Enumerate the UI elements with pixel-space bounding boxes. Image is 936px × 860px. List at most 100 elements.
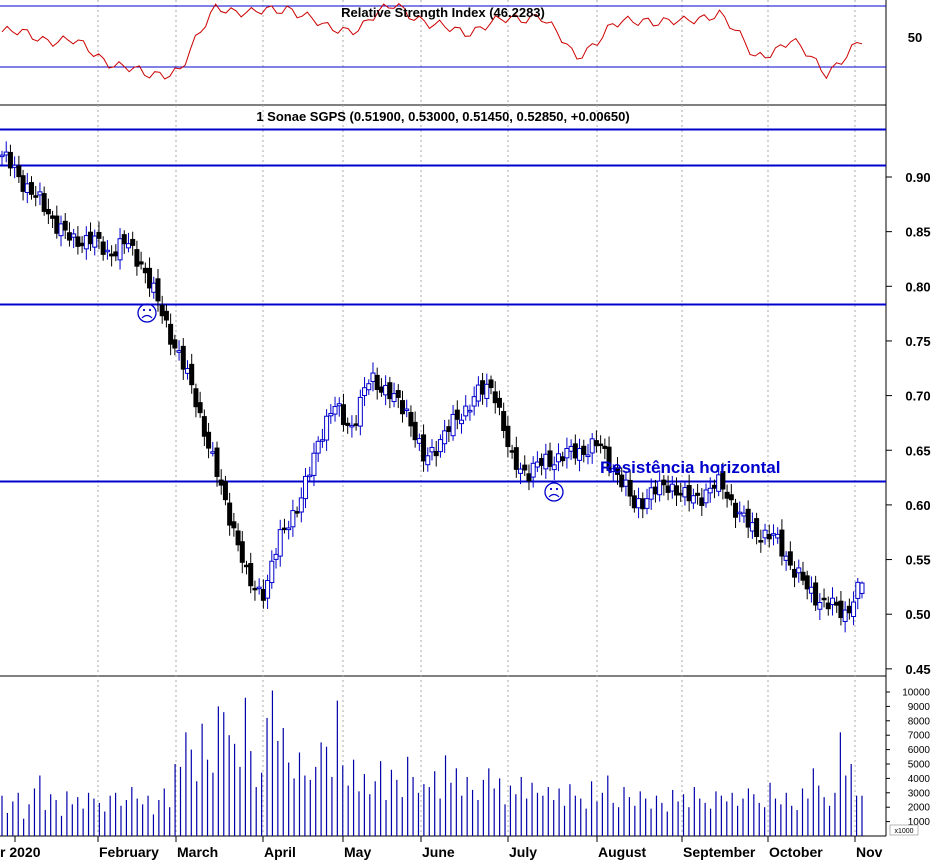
- candle-body: [480, 380, 486, 395]
- frown-marker-1: [137, 303, 157, 323]
- candle-body: [416, 438, 422, 444]
- candle-body: [593, 440, 599, 447]
- candle-body: [678, 492, 684, 496]
- candle-body: [640, 498, 646, 510]
- candle-body: [231, 521, 237, 529]
- candle-body: [408, 411, 414, 427]
- candle-body: [581, 445, 587, 455]
- candle-body: [151, 282, 157, 293]
- volume-tick-label: 6000: [908, 745, 931, 756]
- candle-body: [387, 382, 393, 400]
- candle-body: [7, 151, 13, 169]
- candle-body: [825, 602, 831, 610]
- candle-body: [652, 486, 658, 495]
- candle-body: [281, 527, 287, 531]
- candle-body: [530, 462, 536, 478]
- candle-body: [589, 438, 595, 454]
- candle-body: [758, 540, 764, 543]
- candle-body: [307, 474, 313, 478]
- candle-body: [218, 479, 224, 486]
- frown-mouth: [548, 493, 560, 498]
- candle-body: [324, 415, 330, 441]
- candle-body: [142, 267, 148, 274]
- candle-body: [41, 193, 47, 212]
- candle-body: [501, 411, 507, 432]
- candle-body: [412, 421, 418, 441]
- volume-tick-label: 9000: [908, 702, 931, 713]
- candle-body: [227, 502, 233, 526]
- frown-mouth: [141, 314, 153, 319]
- candle-body: [404, 408, 410, 412]
- candle-body: [492, 391, 498, 404]
- frown-eye-right: [555, 487, 559, 491]
- candlesticks: [0, 141, 865, 633]
- candle-body: [741, 512, 747, 517]
- candle-body: [505, 425, 511, 448]
- price-tick-label: 0.80: [905, 279, 930, 294]
- candle-body: [421, 434, 427, 462]
- candle-body: [319, 439, 325, 442]
- candle-body: [598, 443, 604, 447]
- candle-body: [800, 571, 806, 581]
- candle-body: [859, 582, 865, 594]
- candle-body: [686, 484, 692, 502]
- candle-body: [817, 602, 823, 610]
- candle-body: [711, 484, 717, 489]
- volume-axis-ticks: 1000 2000 3000 4000 5000 6000 7000 8000 9000 1000…: [886, 688, 931, 828]
- price-tick-label: 0.85: [905, 225, 930, 240]
- month-label: May: [344, 844, 371, 860]
- candle-body: [526, 473, 532, 482]
- candle-body: [265, 580, 271, 599]
- candle-body: [842, 609, 848, 622]
- price-tick-label: 0.50: [905, 607, 930, 622]
- candle-body: [79, 242, 85, 247]
- candle-body: [155, 278, 161, 302]
- candle-body: [222, 481, 228, 501]
- candle-body: [117, 238, 123, 261]
- candle-body: [109, 253, 115, 257]
- volume-tick-label: 7000: [908, 731, 931, 742]
- candle-body: [733, 502, 739, 518]
- candle-body: [201, 416, 207, 437]
- candle-body: [206, 431, 212, 449]
- candle-body: [370, 372, 376, 383]
- volume-tick-label: 10000: [902, 688, 930, 699]
- candle-body: [256, 586, 262, 590]
- resistance-annotation: Resistência horizontal: [600, 458, 780, 477]
- candle-body: [614, 467, 620, 475]
- candle-body: [572, 443, 578, 459]
- candle-body: [796, 567, 802, 574]
- month-label: October: [769, 844, 823, 860]
- candle-body: [248, 563, 254, 587]
- candle-body: [71, 233, 77, 238]
- month-label: June: [422, 844, 455, 860]
- candle-body: [315, 440, 321, 454]
- rsi-panel: Relative Strength Index (46.2283) 50: [0, 3, 922, 80]
- price-tick-label: 0.65: [905, 443, 930, 458]
- candle-body: [766, 533, 772, 540]
- candle-body: [627, 479, 633, 497]
- volume-panel: 1000 2000 3000 4000 5000 6000 7000 8000 9000 1000…: [1, 688, 931, 836]
- frown-marker-2: [544, 482, 564, 502]
- candle-body: [463, 405, 469, 417]
- candle-body: [3, 151, 9, 156]
- candle-body: [163, 310, 169, 321]
- candle-body: [374, 374, 380, 390]
- candle-body: [636, 498, 642, 509]
- candle-body: [496, 397, 502, 408]
- candle-body: [391, 393, 397, 403]
- candle-body: [518, 468, 524, 474]
- candle-body: [539, 457, 545, 466]
- candle-body: [669, 483, 675, 492]
- candle-body: [294, 511, 300, 514]
- candle-body: [311, 452, 317, 476]
- candle-body: [273, 553, 279, 560]
- candle-body: [813, 582, 819, 606]
- frown-eye-left: [142, 308, 146, 312]
- price-tick-label: 0.55: [905, 553, 930, 568]
- candle-body: [808, 586, 814, 594]
- candle-body: [450, 413, 456, 437]
- candle-body: [783, 555, 789, 561]
- candle-body: [349, 424, 355, 428]
- volume-tick-label: 5000: [908, 760, 931, 771]
